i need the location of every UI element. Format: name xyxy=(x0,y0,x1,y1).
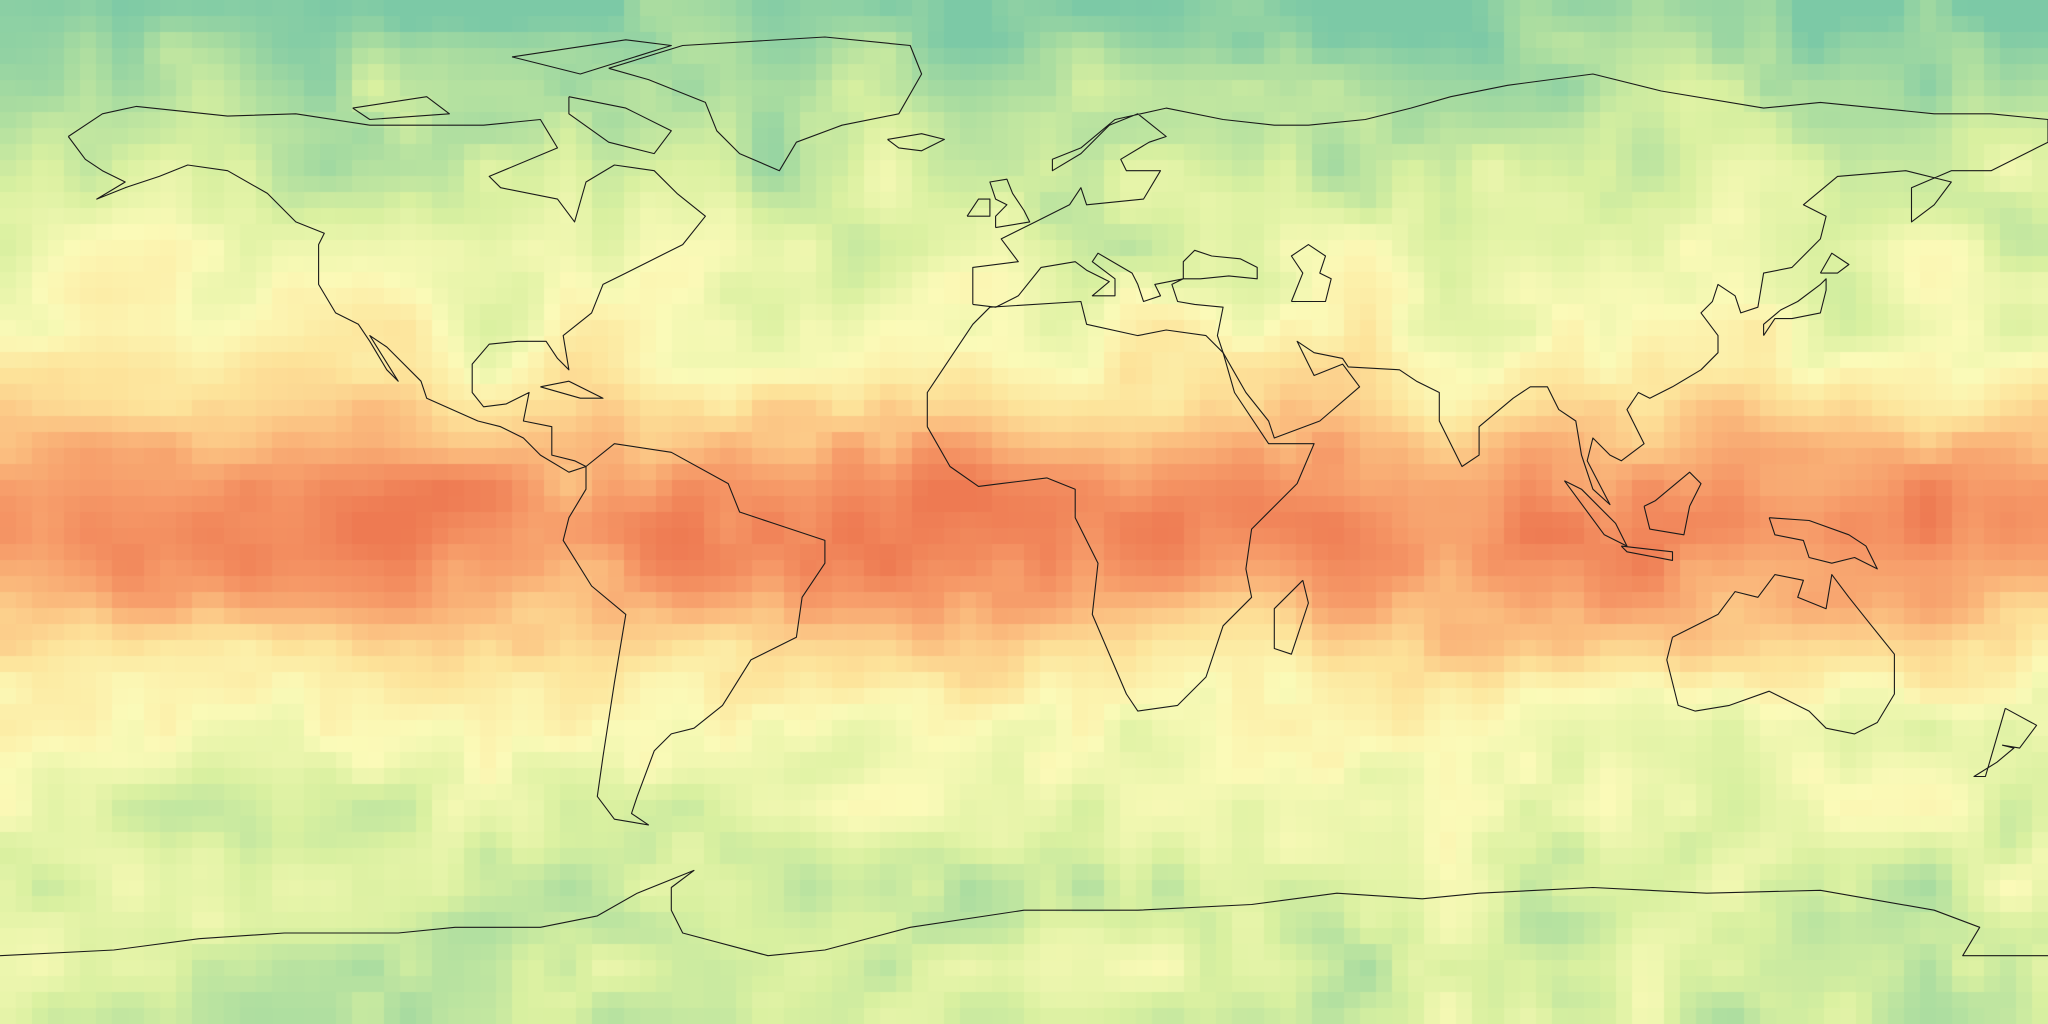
coastline-north-america xyxy=(67,105,706,473)
coastline-borneo xyxy=(1643,471,1702,536)
coastline-australia xyxy=(1666,574,1895,735)
coastline-victoria-island xyxy=(352,96,450,121)
coastline-caspian-sea xyxy=(1290,244,1332,303)
coastline-java xyxy=(1620,545,1674,561)
coastline-new-zealand xyxy=(1973,707,2038,778)
coastline-iceland xyxy=(887,133,945,152)
coastline-eurasia xyxy=(972,73,2048,506)
coastline-new-guinea xyxy=(1768,517,1878,570)
coastline-ireland xyxy=(966,198,991,217)
coastline-ellesmere-island xyxy=(511,39,672,75)
coastline-baffin-island xyxy=(568,96,672,155)
coastline-greenland xyxy=(608,36,923,172)
coastline-antarctica xyxy=(0,869,2048,957)
coastline-great-britain xyxy=(989,178,1031,229)
coastline-hokkaido xyxy=(1819,252,1850,274)
coastline-south-america xyxy=(562,443,826,826)
coastline-madagascar xyxy=(1273,579,1309,655)
coastline-honshu xyxy=(1763,278,1827,336)
coastline-black-sea xyxy=(1182,249,1258,280)
coastline-sumatra xyxy=(1563,480,1628,547)
coastline-cuba xyxy=(540,380,604,399)
coastline-africa xyxy=(926,300,1315,712)
